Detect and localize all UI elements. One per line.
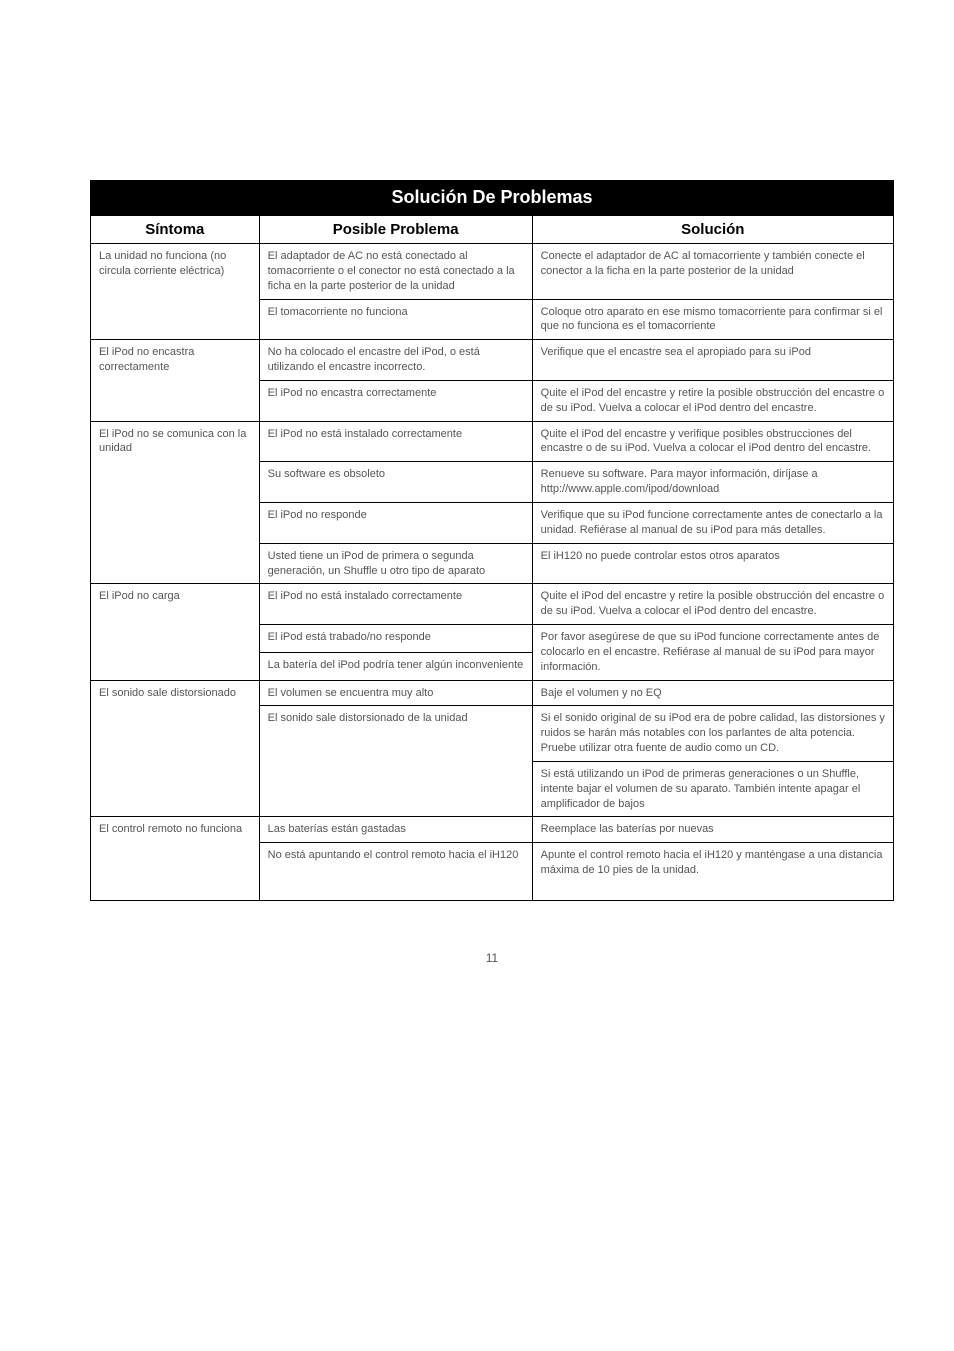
sintoma-cell: El sonido sale distorsionado — [91, 680, 260, 817]
solucion-cell: Reemplace las baterías por nuevas — [532, 817, 893, 843]
problema-cell: El sonido sale distorsionado de la unida… — [259, 706, 532, 817]
table-row: El sonido sale distorsionadoEl volumen s… — [91, 680, 894, 706]
problema-cell: No está apuntando el control remoto haci… — [259, 843, 532, 901]
problema-cell: El iPod no está instalado correctamente — [259, 421, 532, 462]
problema-cell: Su software es obsoleto — [259, 462, 532, 503]
solucion-cell: Renueve su software. Para mayor informac… — [532, 462, 893, 503]
solucion-cell: Baje el volumen y no EQ — [532, 680, 893, 706]
page-number: 11 — [90, 951, 894, 965]
sintoma-cell: La unidad no funciona (no circula corrie… — [91, 244, 260, 340]
table-row: El control remoto no funcionaLas batería… — [91, 817, 894, 843]
table-row: El iPod no encastra correctamenteNo ha c… — [91, 340, 894, 381]
problema-cell: El adaptador de AC no está conectado al … — [259, 244, 532, 300]
solucion-cell: Por favor asegúrese de que su iPod funci… — [532, 625, 893, 681]
sintoma-cell: El control remoto no funciona — [91, 817, 260, 901]
sintoma-cell: El iPod no carga — [91, 584, 260, 680]
problema-cell: El tomacorriente no funciona — [259, 299, 532, 340]
solucion-cell: El iH120 no puede controlar estos otros … — [532, 543, 893, 584]
problema-cell: La batería del iPod podría tener algún i… — [259, 652, 532, 680]
solucion-cell: Verifique que el encastre sea el apropia… — [532, 340, 893, 381]
solucion-cell: Verifique que su iPod funcione correctam… — [532, 502, 893, 543]
troubleshooting-table: Síntoma Posible Problema Solución La uni… — [90, 215, 894, 901]
solucion-cell: Coloque otro aparato en ese mismo tomaco… — [532, 299, 893, 340]
problema-cell: Las baterías están gastadas — [259, 817, 532, 843]
solucion-cell: Quite el iPod del encastre y retire la p… — [532, 584, 893, 625]
table-row: El iPod no se comunica con la unidadEl i… — [91, 421, 894, 462]
sintoma-cell: El iPod no encastra correctamente — [91, 340, 260, 421]
section-title: Solución De Problemas — [90, 180, 894, 215]
problema-cell: No ha colocado el encastre del iPod, o e… — [259, 340, 532, 381]
table-row: El iPod no cargaEl iPod no está instalad… — [91, 584, 894, 625]
problema-cell: El iPod está trabado/no responde — [259, 625, 532, 653]
solucion-cell: Si el sonido original de su iPod era de … — [532, 706, 893, 762]
solucion-cell: Apunte el control remoto hacia el iH120 … — [532, 843, 893, 901]
problema-cell: El iPod no responde — [259, 502, 532, 543]
header-solucion: Solución — [532, 216, 893, 244]
problema-cell: El iPod no encastra correctamente — [259, 380, 532, 421]
problema-cell: El volumen se encuentra muy alto — [259, 680, 532, 706]
header-problema: Posible Problema — [259, 216, 532, 244]
table-row: La unidad no funciona (no circula corrie… — [91, 244, 894, 300]
solucion-cell: Quite el iPod del encastre y verifique p… — [532, 421, 893, 462]
sintoma-cell: El iPod no se comunica con la unidad — [91, 421, 260, 584]
problema-cell: El iPod no está instalado correctamente — [259, 584, 532, 625]
solucion-cell: Conecte el adaptador de AC al tomacorrie… — [532, 244, 893, 300]
problema-cell: Usted tiene un iPod de primera o segunda… — [259, 543, 532, 584]
solucion-cell: Quite el iPod del encastre y retire la p… — [532, 380, 893, 421]
solucion-cell: Si está utilizando un iPod de primeras g… — [532, 761, 893, 817]
header-sintoma: Síntoma — [91, 216, 260, 244]
